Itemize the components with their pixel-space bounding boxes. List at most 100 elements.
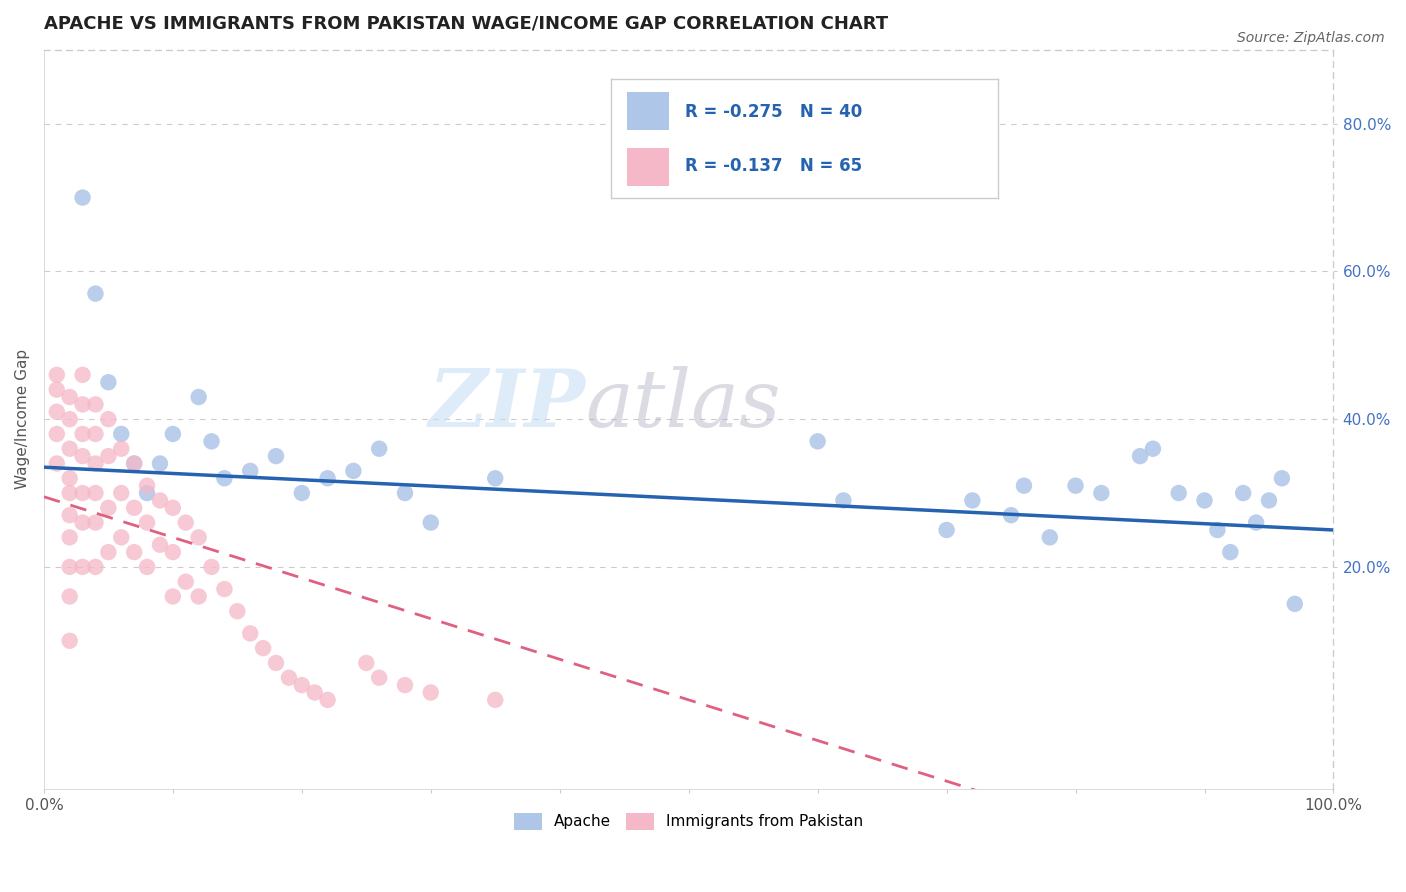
Point bbox=[110, 530, 132, 544]
Point bbox=[84, 286, 107, 301]
Point bbox=[1271, 471, 1294, 485]
Point bbox=[122, 500, 145, 515]
Point bbox=[162, 545, 184, 559]
Point bbox=[1232, 486, 1254, 500]
Point bbox=[110, 426, 132, 441]
Point bbox=[1284, 597, 1306, 611]
Point bbox=[419, 516, 441, 530]
Point bbox=[59, 560, 82, 574]
Point bbox=[174, 574, 197, 589]
Point bbox=[136, 478, 159, 492]
Point bbox=[59, 486, 82, 500]
Point bbox=[1039, 530, 1062, 544]
Point bbox=[291, 486, 314, 500]
Point bbox=[1206, 523, 1229, 537]
Point bbox=[226, 604, 249, 618]
Point bbox=[149, 457, 172, 471]
Point bbox=[72, 368, 94, 382]
Point bbox=[59, 442, 82, 456]
Point bbox=[122, 545, 145, 559]
Point bbox=[162, 590, 184, 604]
Point bbox=[252, 641, 274, 656]
Point bbox=[59, 530, 82, 544]
Point bbox=[832, 493, 855, 508]
Point bbox=[72, 516, 94, 530]
Point bbox=[304, 685, 326, 699]
Point bbox=[316, 693, 339, 707]
Point bbox=[239, 464, 262, 478]
Point bbox=[187, 390, 209, 404]
Point bbox=[45, 368, 67, 382]
Point bbox=[1129, 449, 1152, 463]
Point bbox=[45, 426, 67, 441]
Point bbox=[187, 590, 209, 604]
Point bbox=[72, 190, 94, 204]
Point bbox=[136, 516, 159, 530]
Point bbox=[1167, 486, 1189, 500]
Point bbox=[277, 671, 299, 685]
Text: APACHE VS IMMIGRANTS FROM PAKISTAN WAGE/INCOME GAP CORRELATION CHART: APACHE VS IMMIGRANTS FROM PAKISTAN WAGE/… bbox=[44, 15, 889, 33]
Point bbox=[1142, 442, 1164, 456]
Point bbox=[59, 412, 82, 426]
Point bbox=[1012, 478, 1035, 492]
Point bbox=[342, 464, 364, 478]
Point bbox=[122, 457, 145, 471]
Point bbox=[84, 426, 107, 441]
Point bbox=[45, 405, 67, 419]
Point bbox=[72, 426, 94, 441]
Point bbox=[935, 523, 957, 537]
Point bbox=[316, 471, 339, 485]
Point bbox=[162, 426, 184, 441]
Point bbox=[59, 471, 82, 485]
Point bbox=[962, 493, 984, 508]
Point bbox=[394, 678, 416, 692]
Point bbox=[84, 457, 107, 471]
Text: Source: ZipAtlas.com: Source: ZipAtlas.com bbox=[1237, 31, 1385, 45]
Point bbox=[200, 560, 222, 574]
Point bbox=[214, 582, 236, 596]
Point bbox=[1258, 493, 1281, 508]
Point bbox=[110, 442, 132, 456]
Point bbox=[1244, 516, 1267, 530]
Point bbox=[84, 486, 107, 500]
Point bbox=[174, 516, 197, 530]
Point bbox=[484, 693, 506, 707]
Point bbox=[291, 678, 314, 692]
Point bbox=[149, 493, 172, 508]
Point bbox=[72, 397, 94, 411]
Point bbox=[59, 633, 82, 648]
Point bbox=[264, 449, 287, 463]
Point bbox=[200, 434, 222, 449]
Point bbox=[97, 376, 120, 390]
Point bbox=[72, 449, 94, 463]
Point bbox=[59, 590, 82, 604]
Point bbox=[149, 538, 172, 552]
Point bbox=[110, 486, 132, 500]
Point bbox=[72, 560, 94, 574]
Y-axis label: Wage/Income Gap: Wage/Income Gap bbox=[15, 349, 30, 489]
Point bbox=[1219, 545, 1241, 559]
Legend: Apache, Immigrants from Pakistan: Apache, Immigrants from Pakistan bbox=[508, 806, 869, 837]
Point bbox=[807, 434, 830, 449]
Point bbox=[356, 656, 378, 670]
Point bbox=[97, 412, 120, 426]
Point bbox=[84, 560, 107, 574]
Point bbox=[136, 560, 159, 574]
Point bbox=[97, 500, 120, 515]
Point bbox=[84, 397, 107, 411]
Point bbox=[484, 471, 506, 485]
Point bbox=[59, 508, 82, 523]
Point bbox=[72, 486, 94, 500]
Point bbox=[368, 671, 391, 685]
Point bbox=[162, 500, 184, 515]
Point bbox=[264, 656, 287, 670]
Text: ZIP: ZIP bbox=[429, 366, 585, 443]
Point bbox=[419, 685, 441, 699]
Point bbox=[239, 626, 262, 640]
Point bbox=[187, 530, 209, 544]
Point bbox=[1090, 486, 1112, 500]
Point bbox=[214, 471, 236, 485]
Point bbox=[45, 383, 67, 397]
Point bbox=[97, 449, 120, 463]
Point bbox=[394, 486, 416, 500]
